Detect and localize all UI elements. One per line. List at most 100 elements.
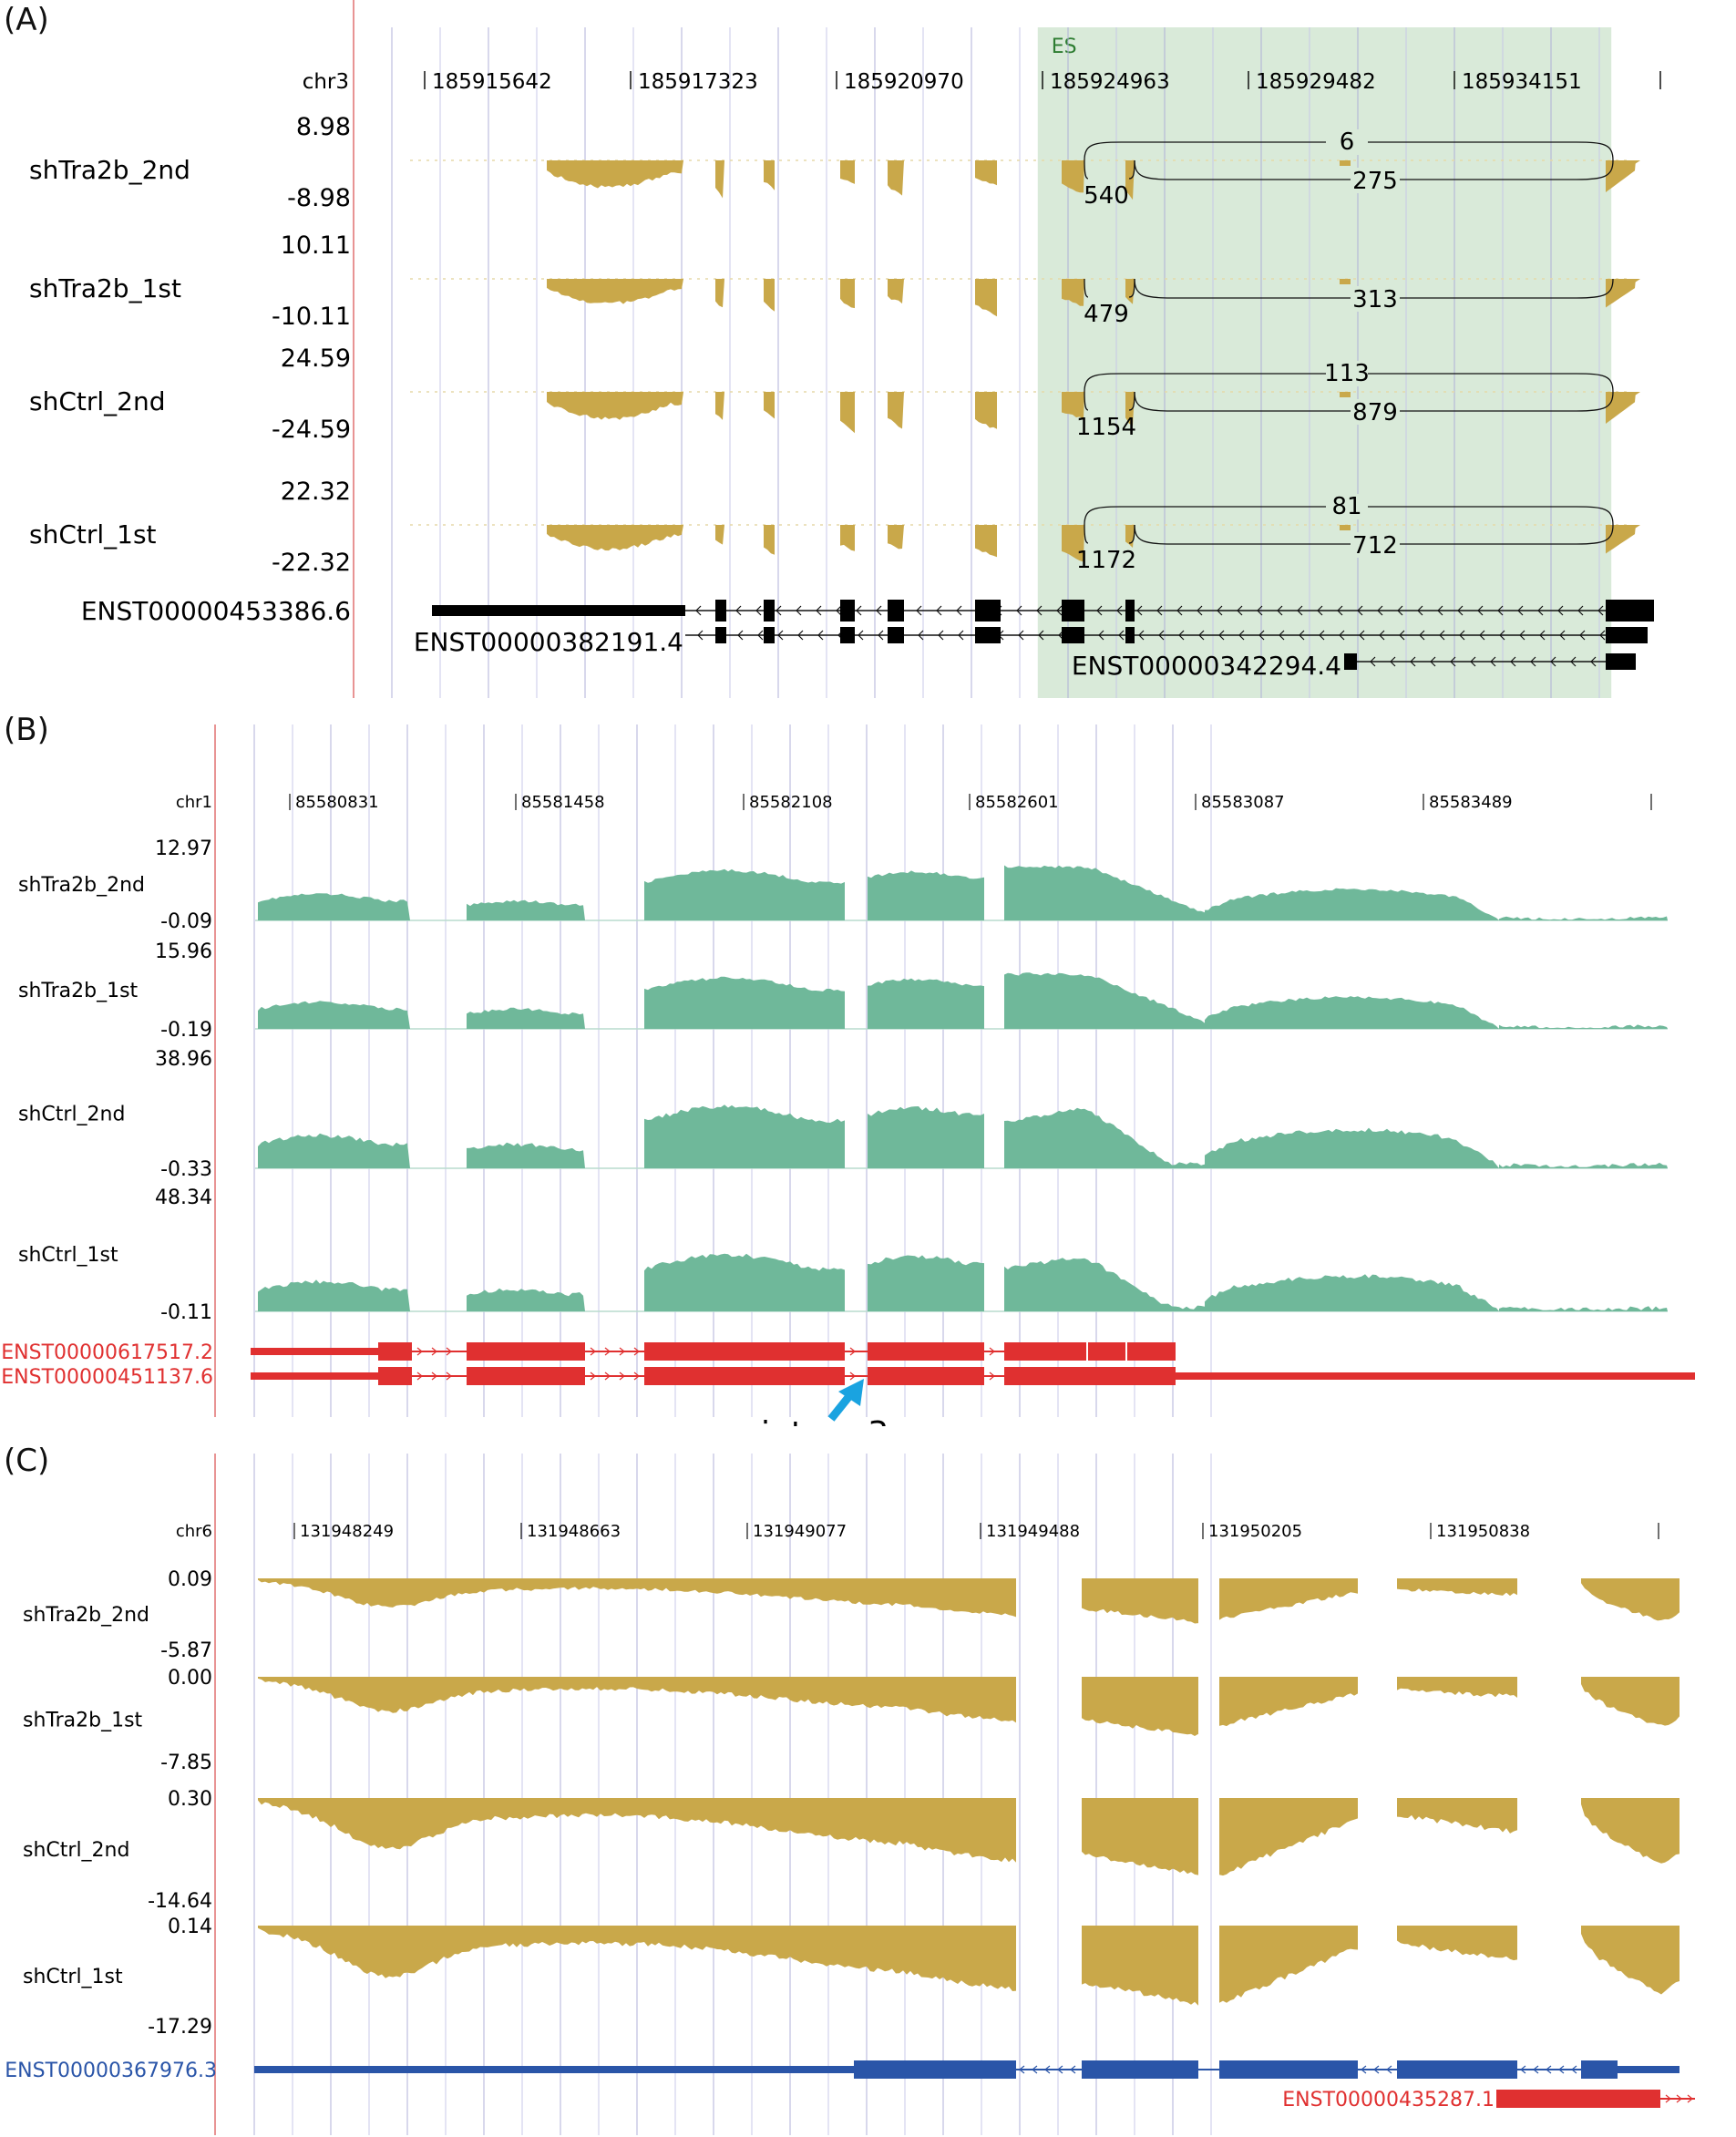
strand-arrow	[697, 630, 704, 641]
panel-label: (C)	[4, 1443, 50, 1479]
strand-arrow	[1116, 605, 1123, 616]
strand-arrow	[604, 1372, 611, 1381]
strand-arrow	[1397, 605, 1403, 616]
strand-arrow	[1176, 605, 1183, 616]
coverage-area	[644, 1104, 845, 1168]
strand-arrow	[1019, 2065, 1025, 2074]
track-name: shTra2b_1st	[23, 1710, 143, 1732]
transcript-label: ENST00000342294.4	[1072, 651, 1341, 681]
coverage-area	[1205, 888, 1499, 920]
strand-arrow	[1379, 630, 1385, 641]
coverage-area	[258, 1001, 410, 1029]
chrom-label: chr3	[303, 70, 349, 94]
coord-tick-label: 185920970	[844, 70, 964, 94]
strand-arrow	[989, 1347, 995, 1356]
junction-label-bg	[1351, 286, 1400, 312]
coverage-area	[1082, 1677, 1198, 1736]
track-name: shTra2b_1st	[18, 980, 139, 1002]
strand-arrow	[1457, 605, 1464, 616]
strand-arrow	[956, 605, 962, 616]
strand-arrow	[816, 605, 822, 616]
strand-arrow	[735, 605, 742, 616]
coverage-area	[1581, 1578, 1680, 1621]
coverage-area	[258, 1578, 1016, 1618]
strand-arrow	[619, 1347, 625, 1356]
strand-arrow	[1599, 630, 1606, 641]
coverage-area	[888, 279, 904, 304]
annotation-label: intron 3	[761, 1415, 889, 1426]
strand-arrow	[1459, 630, 1465, 641]
strand-arrow	[938, 630, 944, 641]
coverage-area	[868, 1106, 984, 1168]
exon-block	[467, 1367, 585, 1385]
strand-arrow	[1539, 630, 1546, 641]
strand-arrow	[817, 630, 824, 641]
coverage-area	[1499, 916, 1668, 920]
strand-arrow	[446, 1347, 452, 1356]
coverage-area	[1340, 279, 1351, 284]
strand-arrow	[431, 1347, 437, 1356]
coverage-area	[1219, 1677, 1358, 1727]
strand-arrow	[918, 630, 924, 641]
exon-block	[432, 605, 685, 616]
coverage-area	[1004, 1107, 1205, 1168]
exon-block	[764, 627, 775, 643]
exon-block	[888, 600, 904, 622]
strand-arrow	[1158, 630, 1165, 641]
coord-tick-label: 131948663	[527, 1522, 621, 1541]
transcript-label: ENST00000382191.4	[414, 627, 683, 657]
exon-block	[644, 1367, 845, 1385]
coverage-area	[547, 279, 683, 304]
chrom-label: chr6	[176, 1522, 212, 1541]
strand-arrow	[958, 630, 964, 641]
junction-count: 479	[1084, 301, 1129, 328]
coverage-area	[840, 279, 855, 309]
strand-arrow	[878, 630, 884, 641]
exon-block	[1344, 653, 1357, 670]
strand-arrow	[1490, 656, 1496, 667]
coverage-area	[975, 279, 997, 317]
coverage-area	[840, 392, 855, 434]
coverage-area	[1613, 160, 1640, 179]
strand-arrow	[1044, 2065, 1051, 2074]
coord-tick-label: 131950838	[1436, 1522, 1530, 1541]
track-ymin: -7.85	[160, 1752, 212, 1774]
exon-block	[1125, 600, 1135, 622]
strand-arrow	[1546, 2065, 1552, 2074]
exon-block	[644, 1342, 845, 1361]
strand-arrow	[1497, 605, 1504, 616]
strand-arrow	[446, 1372, 452, 1381]
junction-label-bg	[1351, 168, 1400, 193]
strand-arrow	[1198, 630, 1205, 641]
coverage-area	[1125, 392, 1135, 426]
chrom-label: chr1	[176, 793, 212, 812]
strand-arrow	[1477, 605, 1484, 616]
track-ymin: -17.29	[148, 2016, 212, 2039]
coverage-area	[1219, 1926, 1358, 2003]
coverage-area	[1499, 1024, 1668, 1029]
coord-tick-label: 185934151	[1462, 70, 1582, 94]
exon-block	[254, 2066, 856, 2073]
coverage-area	[644, 1253, 845, 1311]
exon-block	[378, 1342, 412, 1361]
coverage-area	[840, 160, 855, 184]
exon-block	[1082, 2060, 1198, 2079]
strand-arrow	[1558, 2065, 1565, 2074]
exon-block	[840, 627, 855, 643]
coverage-area	[1581, 1677, 1680, 1726]
highlight-label: ES	[1052, 36, 1077, 58]
track-ymin: -5.87	[160, 1639, 212, 1662]
strand-arrow	[1410, 656, 1416, 667]
exon-block	[1176, 1372, 1695, 1380]
strand-arrow	[1217, 605, 1223, 616]
coverage-area	[1613, 392, 1640, 410]
track-name: shTra2b_2nd	[29, 155, 190, 185]
track-ymax: 12.97	[155, 837, 212, 860]
coverage-area	[1062, 160, 1084, 193]
coverage-area	[1082, 1926, 1198, 2006]
strand-arrow	[590, 1372, 596, 1381]
coverage-area	[1205, 1274, 1499, 1311]
exon-block	[1219, 2060, 1358, 2079]
strand-arrow	[633, 1347, 640, 1356]
panel-a-chart: ES chr3 185915642 185917323 185920970 1859249…	[29, 0, 1661, 698]
